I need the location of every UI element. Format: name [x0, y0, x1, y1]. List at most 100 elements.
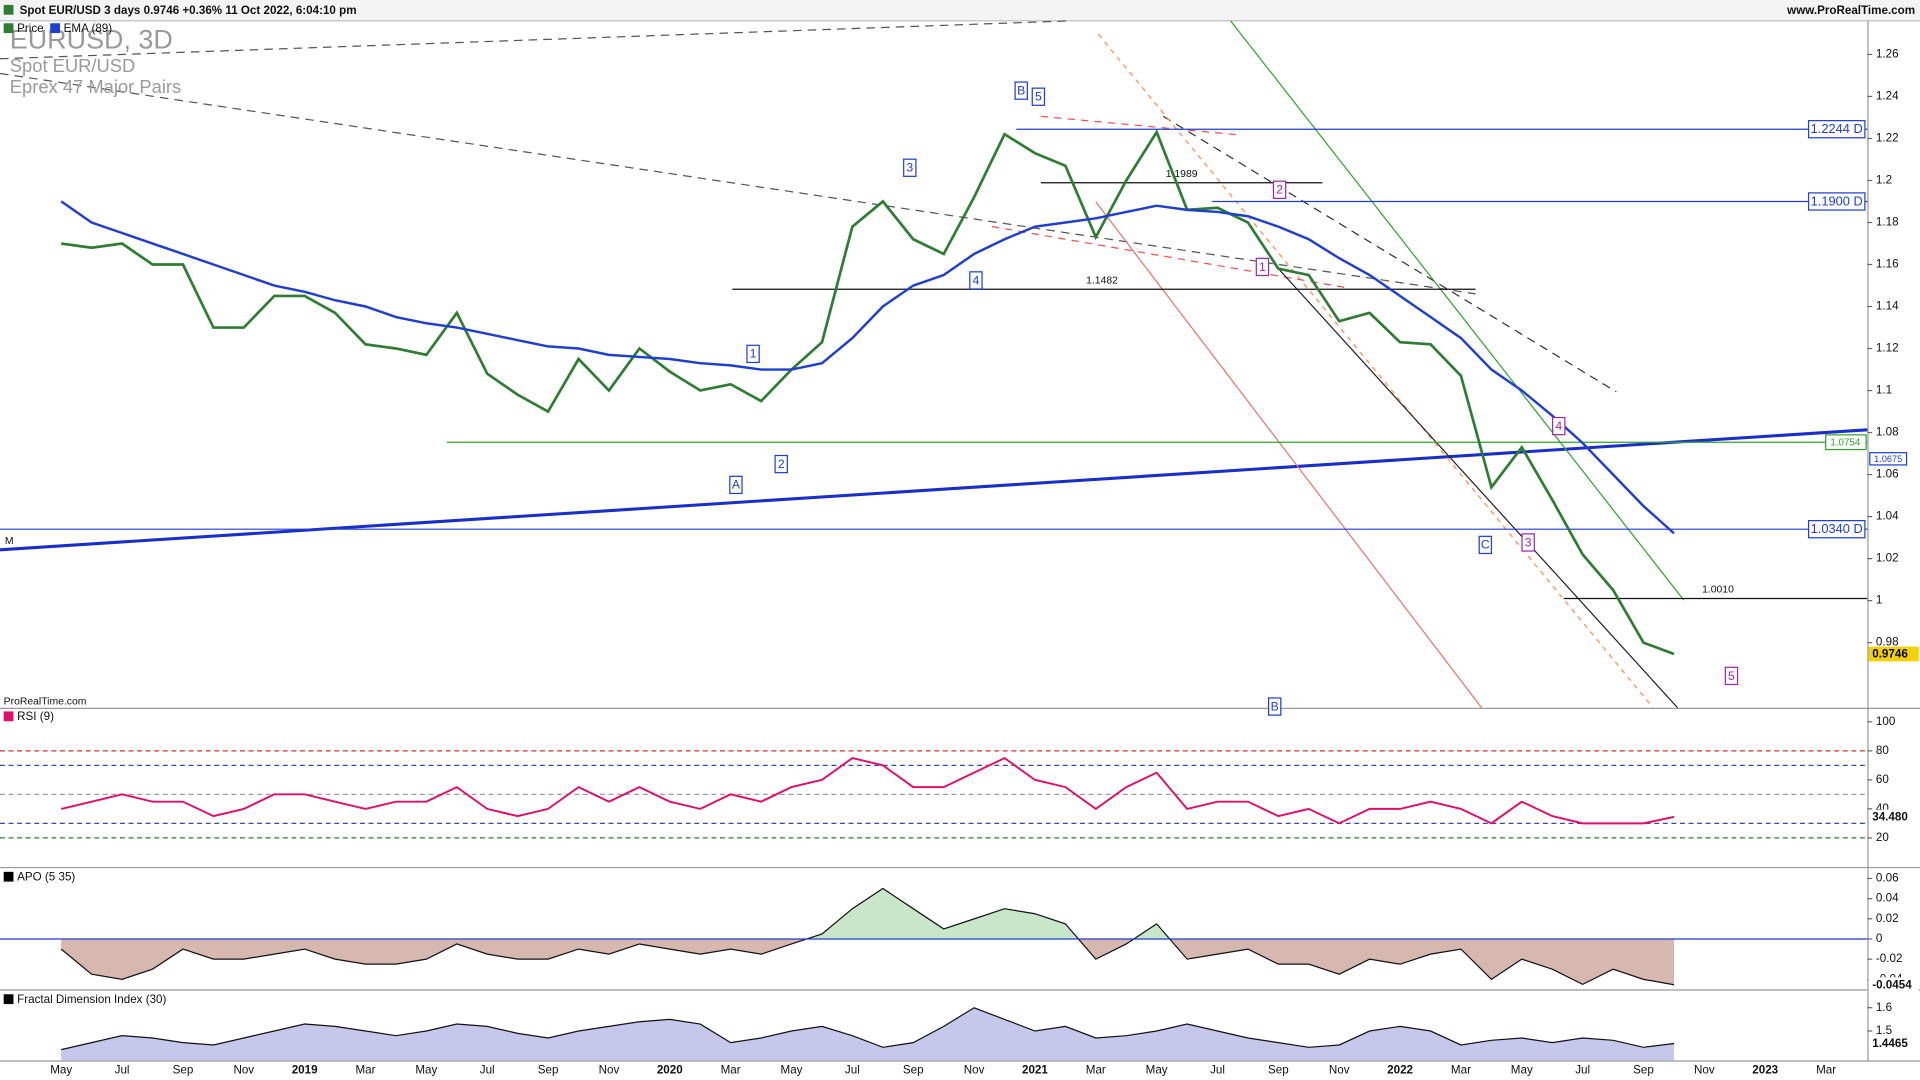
trend-line — [1097, 33, 1654, 709]
wave-label: 2 — [778, 457, 785, 471]
wave-label: 2 — [1276, 183, 1283, 197]
y-tick-label: 0 — [1876, 932, 1883, 945]
x-tick-label: May — [1146, 1063, 1168, 1076]
trend-line — [0, 72, 1476, 295]
trend-line — [1273, 262, 1679, 709]
y-tick-label: 0.04 — [1876, 892, 1899, 905]
level-label: 1.0010 — [1702, 585, 1734, 596]
legend-entry: EMA (89) — [64, 22, 113, 35]
trend-line — [1040, 115, 1237, 136]
x-tick-label: Nov — [1329, 1063, 1350, 1076]
y-tick-label: 100 — [1876, 715, 1896, 728]
y-tick-label: 1.5 — [1876, 1024, 1892, 1037]
y-tick-label: -0.02 — [1876, 952, 1903, 965]
source-note: Eprex 47 Major Pairs — [10, 76, 181, 97]
x-tick-label: Mar — [1086, 1063, 1106, 1076]
x-tick-label: Jul — [480, 1063, 495, 1076]
ema-line — [60, 200, 1675, 535]
x-tick-label: May — [50, 1063, 72, 1076]
legend-swatch — [50, 23, 60, 34]
x-tick-label: Jul — [1210, 1063, 1225, 1076]
y-tick-label: 1.12 — [1876, 342, 1899, 355]
y-tick-label: 1.16 — [1876, 258, 1899, 271]
last-value-box — [1868, 809, 1919, 825]
panel-title: RSI (9) — [17, 710, 54, 723]
wave-label-box — [969, 271, 983, 290]
site-link[interactable]: www.ProRealTime.com — [1786, 4, 1915, 17]
x-tick-label: 2023 — [1752, 1063, 1778, 1076]
last-value-label: -0.0454 — [1872, 978, 1912, 991]
wave-label-box — [903, 158, 917, 177]
x-tick-label: Sep — [173, 1063, 194, 1076]
legend-swatch — [3, 994, 14, 1005]
trend-line — [1230, 20, 1685, 601]
wave-label: 3 — [906, 161, 913, 175]
x-tick-label: Sep — [1633, 1063, 1654, 1076]
trend-line — [991, 225, 1348, 289]
wave-label-box — [1724, 666, 1739, 686]
x-tick-label: May — [1511, 1063, 1533, 1076]
y-tick-label: 1.18 — [1876, 216, 1899, 229]
y-tick-label: 80 — [1876, 744, 1889, 757]
wave-label-box — [729, 475, 743, 495]
wave-label-box — [1267, 697, 1282, 716]
x-tick-label: Nov — [233, 1063, 254, 1076]
wave-label-box — [774, 454, 788, 474]
x-tick-label: 2019 — [292, 1063, 318, 1076]
level-label: 1.2244 D — [1811, 121, 1863, 136]
level-label: 1.0754 — [1830, 437, 1860, 448]
last-value-label: 1.4465 — [1872, 1037, 1908, 1050]
x-tick-label: Nov — [599, 1063, 620, 1076]
last-value-label: 0.9746 — [1872, 648, 1908, 661]
legend-entry: Price — [17, 22, 44, 35]
y-tick-label: 1.1 — [1876, 384, 1892, 397]
level-label-box — [1825, 434, 1867, 451]
x-tick-label: Sep — [903, 1063, 924, 1076]
last-value-label: 34.480 — [1872, 811, 1908, 824]
price-line — [61, 129, 1675, 656]
legend-swatch — [3, 711, 14, 722]
y-tick-label: 1.24 — [1876, 90, 1899, 103]
symbol-info: Spot EUR/USD 3 days 0.9746 +0.36% 11 Oct… — [20, 4, 357, 17]
level-label: 1.0340 D — [1811, 521, 1863, 536]
apo-line — [60, 887, 1675, 986]
y-tick-label: 20 — [1876, 831, 1889, 844]
wave-label-box — [1014, 81, 1028, 100]
level-label-box — [1869, 452, 1908, 466]
level-label: 1.0675 — [1874, 454, 1902, 464]
fdi-area — [61, 1007, 1675, 1061]
y-tick-label: 1.14 — [1876, 300, 1899, 313]
x-tick-label: Mar — [1816, 1063, 1836, 1076]
wave-label: 3 — [1525, 535, 1532, 549]
trend-line — [1095, 201, 1483, 709]
y-tick-label: 1.02 — [1876, 552, 1899, 565]
level-label: 1.1989 — [1166, 169, 1198, 180]
y-tick-label: 1.26 — [1876, 48, 1899, 61]
trend-line — [0, 20, 1072, 60]
symbol-icon — [3, 4, 14, 15]
wave-label-box — [1255, 257, 1270, 277]
trend-lines — [0, 20, 1868, 709]
x-tick-label: Jul — [845, 1063, 860, 1076]
wave-label: B — [1271, 699, 1279, 713]
y-tick-label: 1.08 — [1876, 426, 1899, 439]
marker-label: M — [5, 536, 14, 547]
x-tick-label: Mar — [721, 1063, 741, 1076]
chart-title: EURUSD, 3D — [10, 25, 173, 55]
fdi-line — [61, 1007, 1675, 1051]
level-label-box — [1807, 192, 1866, 211]
header-bar — [0, 0, 1920, 21]
watermark: ProRealTime.com — [4, 696, 87, 707]
chart-subtitle: Spot EUR/USD — [10, 55, 135, 76]
wave-label: 4 — [973, 273, 980, 287]
y-tick-label: 0.98 — [1876, 636, 1899, 649]
last-value-box — [1868, 1036, 1919, 1051]
x-tick-label: Mar — [355, 1063, 375, 1076]
x-tick-label: May — [781, 1063, 803, 1076]
x-tick-label: May — [415, 1063, 437, 1076]
level-label: 1.1482 — [1086, 275, 1118, 286]
y-tick-label: 1.6 — [1876, 1001, 1892, 1014]
y-tick-label: 1.22 — [1876, 132, 1899, 145]
wave-label-box — [1521, 533, 1535, 552]
